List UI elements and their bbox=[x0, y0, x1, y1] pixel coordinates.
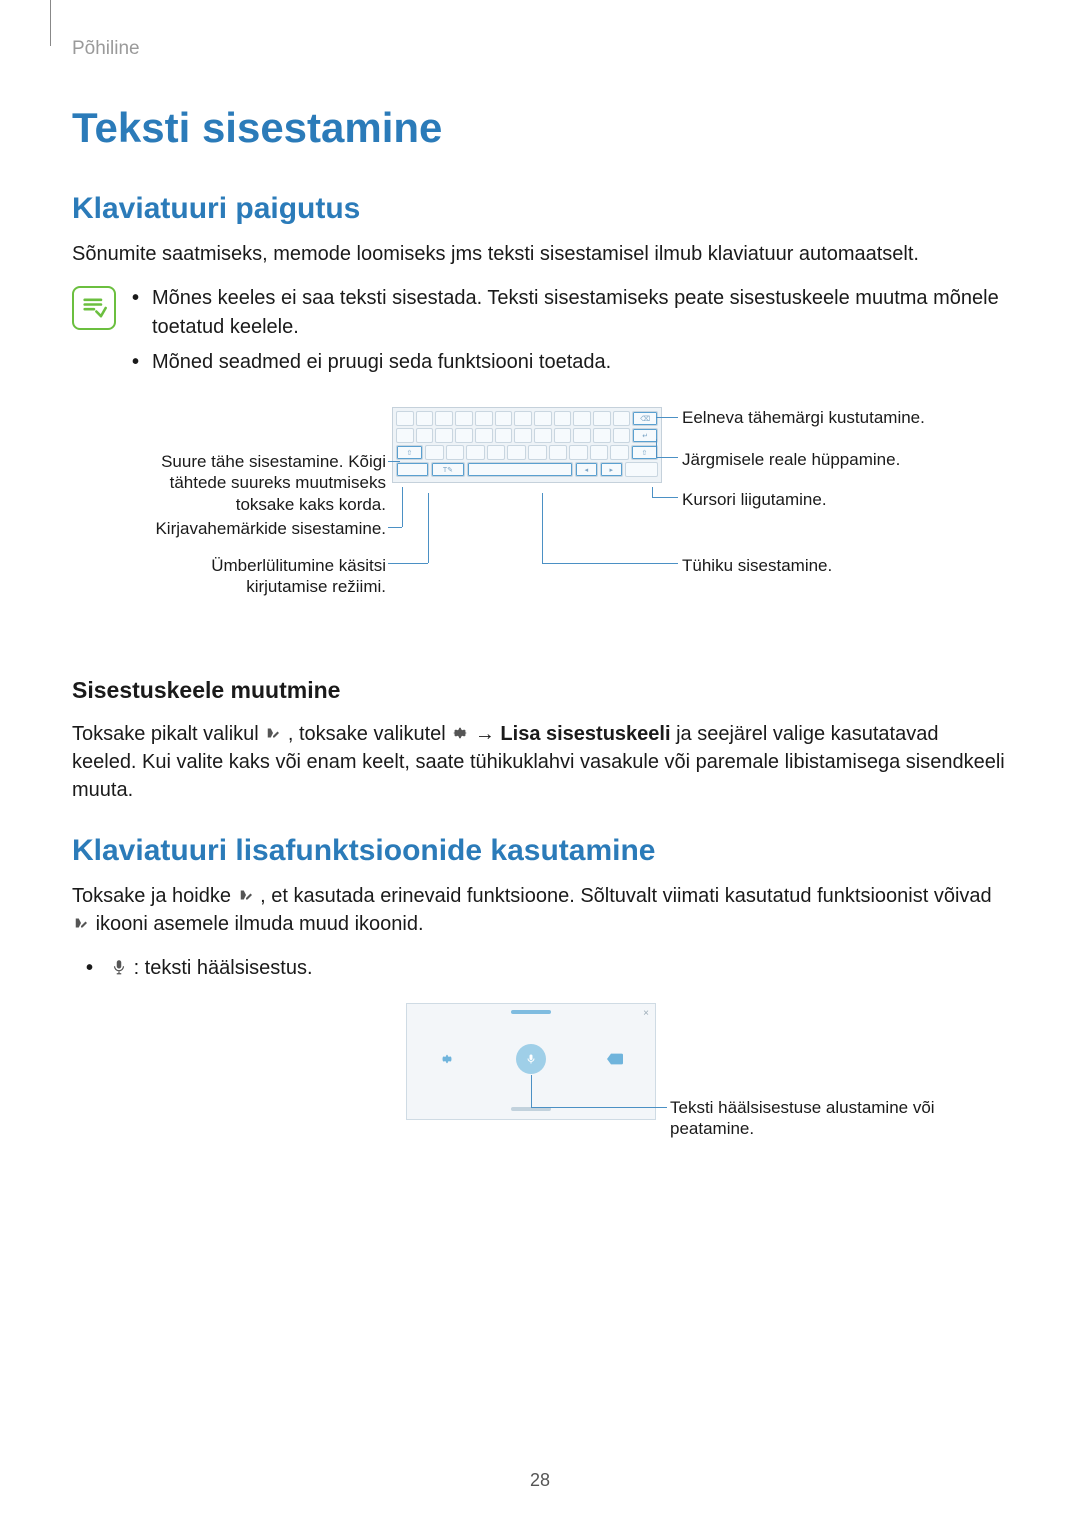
leader-line bbox=[542, 493, 543, 563]
kb-symbols-key bbox=[396, 462, 429, 477]
note-icon bbox=[72, 286, 116, 330]
intro-paragraph: Sõnumite saatmiseks, memode loomiseks jm… bbox=[72, 240, 1008, 268]
callout-handwriting: Ümberlülitumine käsitsi kirjutamise reži… bbox=[136, 555, 386, 598]
text-segment: , toksake valikutel bbox=[288, 723, 451, 745]
keyboard-diagram: ⌫ ↵ ⇧ ⇧ T✎ ◂ ▸ Suure tähe bbox=[72, 407, 1008, 637]
section-heading-layout: Klaviatuuri paigutus bbox=[72, 192, 1008, 226]
feature-bullet-list: : teksti häälsisestus. bbox=[72, 954, 1008, 983]
callout-shift: Suure tähe sisestamine. Kõigi tähtede su… bbox=[136, 451, 386, 515]
kb-shift-key: ⇧ bbox=[396, 445, 423, 460]
close-icon: × bbox=[643, 1008, 649, 1019]
leader-line bbox=[388, 563, 428, 564]
kb-right-key: ▸ bbox=[600, 462, 623, 477]
callout-cursor: Kursori liigutamine. bbox=[682, 489, 827, 510]
leader-line bbox=[652, 497, 678, 498]
bold-action-text: Lisa sisestuskeeli bbox=[500, 723, 670, 745]
keyboard-mock: ⌫ ↵ ⇧ ⇧ T✎ ◂ ▸ bbox=[392, 407, 662, 483]
voice-panel-topbar bbox=[511, 1010, 551, 1014]
text-segment: , et kasutada erinevaid funktsioone. Sõl… bbox=[260, 885, 992, 907]
bullet-voice-input: : teksti häälsisestus. bbox=[72, 954, 1008, 983]
gear-icon bbox=[451, 724, 469, 742]
leader-line bbox=[402, 487, 403, 527]
text-segment: Toksake ja hoidke bbox=[72, 885, 237, 907]
kb-backspace-key: ⌫ bbox=[632, 411, 658, 426]
kb-handwriting-key: T✎ bbox=[431, 462, 464, 477]
kb-space-key bbox=[467, 462, 573, 477]
page-title: Teksti sisestamine bbox=[72, 104, 1008, 152]
leader-line bbox=[652, 487, 653, 497]
voice-diagram: × Teksti häälsisestuse alustamine või pe… bbox=[72, 1003, 1008, 1143]
leader-line bbox=[542, 563, 678, 564]
callout-space: Tühiku sisestamine. bbox=[682, 555, 832, 576]
leader-line bbox=[656, 439, 657, 457]
leader-line bbox=[531, 1107, 667, 1108]
note-list: Mõnes keeles ei saa teksti sisestada. Te… bbox=[130, 284, 1008, 383]
leader-line bbox=[531, 1075, 532, 1107]
subheading-input-language: Sisestuskeele muutmine bbox=[72, 677, 1008, 704]
bullet-text: : teksti häälsisestus. bbox=[134, 957, 313, 979]
note-block: Mõnes keeles ei saa teksti sisestada. Te… bbox=[72, 284, 1008, 383]
note-item: Mõnes keeles ei saa teksti sisestada. Te… bbox=[130, 284, 1008, 342]
callout-voice: Teksti häälsisestuse alustamine või peat… bbox=[670, 1097, 980, 1140]
mic-icon bbox=[110, 958, 128, 976]
leader-line bbox=[388, 527, 402, 528]
voice-panel-controls bbox=[407, 1044, 655, 1074]
t-pen-icon bbox=[72, 914, 90, 932]
breadcrumb: Põhiline bbox=[72, 38, 1008, 60]
mic-button bbox=[516, 1044, 546, 1074]
callout-backspace: Eelneva tähemärgi kustutamine. bbox=[682, 407, 925, 428]
kb-shift-key-r: ⇧ bbox=[631, 445, 658, 460]
t-pen-icon bbox=[237, 886, 255, 904]
page-content: Põhiline Teksti sisestamine Klaviatuuri … bbox=[0, 0, 1080, 1527]
input-language-paragraph: Toksake pikalt valikul , toksake valikut… bbox=[72, 720, 1008, 804]
kb-left-key: ◂ bbox=[575, 462, 598, 477]
leader-line bbox=[656, 457, 678, 458]
text-segment: Toksake pikalt valikul bbox=[72, 723, 264, 745]
section-heading-extra: Klaviatuuri lisafunktsioonide kasutamine bbox=[72, 834, 1008, 868]
note-item: Mõned seadmed ei pruugi seda funktsiooni… bbox=[130, 348, 1008, 377]
backspace-icon bbox=[604, 1048, 626, 1070]
callout-symbols: Kirjavahemärkide sisestamine. bbox=[136, 518, 386, 539]
text-segment: ikooni asemele ilmuda muud ikoonid. bbox=[96, 913, 424, 935]
leader-line bbox=[388, 461, 400, 462]
gear-icon bbox=[436, 1048, 458, 1070]
t-pen-icon bbox=[264, 724, 282, 742]
extra-paragraph: Toksake ja hoidke , et kasutada erinevai… bbox=[72, 882, 1008, 938]
arrow-text: → bbox=[475, 723, 501, 745]
page-number: 28 bbox=[0, 1470, 1080, 1491]
leader-line bbox=[656, 417, 678, 418]
kb-enter-key: ↵ bbox=[632, 428, 658, 443]
leader-line bbox=[428, 493, 429, 563]
callout-enter: Järgmisele reale hüppamine. bbox=[682, 449, 900, 470]
